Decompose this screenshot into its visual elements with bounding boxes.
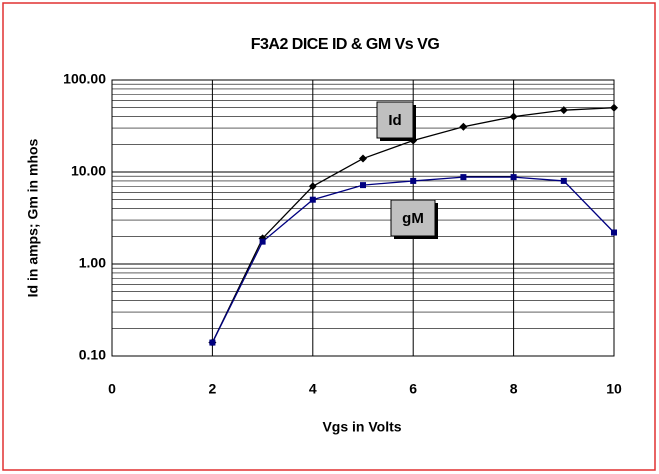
x-tick-label: 4 <box>309 381 317 397</box>
x-axis-label: Vgs in Volts <box>322 419 401 435</box>
marker <box>560 177 567 184</box>
marker <box>359 154 367 163</box>
y-tick-label: 10.00 <box>71 163 106 179</box>
marker <box>309 196 316 203</box>
marker <box>610 103 618 112</box>
series-label-box <box>390 199 436 237</box>
chart-title: F3A2 DICE ID & GM Vs VG <box>251 36 440 53</box>
plot-border <box>111 79 615 357</box>
marker <box>259 238 266 245</box>
y-tick-label: 0.10 <box>79 347 106 363</box>
marker <box>509 112 518 121</box>
marker <box>308 182 317 191</box>
series-label: Id <box>388 112 401 129</box>
y-axis-label: Id in amps; Gm in mhos <box>25 138 41 297</box>
x-tick-label: 2 <box>209 381 217 397</box>
x-tick-label: 10 <box>606 381 622 397</box>
marker <box>611 229 617 236</box>
marker <box>510 174 517 181</box>
marker <box>360 182 366 189</box>
series-label: gM <box>402 210 424 227</box>
marker <box>459 122 468 131</box>
marker <box>410 177 417 184</box>
plot-area <box>112 80 614 356</box>
x-tick-label: 6 <box>409 381 417 397</box>
series-label-box <box>376 101 414 139</box>
x-tick-label: 8 <box>510 381 518 397</box>
marker <box>460 174 467 181</box>
marker <box>559 106 568 115</box>
marker <box>209 339 216 346</box>
y-tick-label: 1.00 <box>79 255 106 271</box>
x-tick-label: 0 <box>108 381 116 397</box>
y-tick-label: 100.00 <box>63 71 106 87</box>
